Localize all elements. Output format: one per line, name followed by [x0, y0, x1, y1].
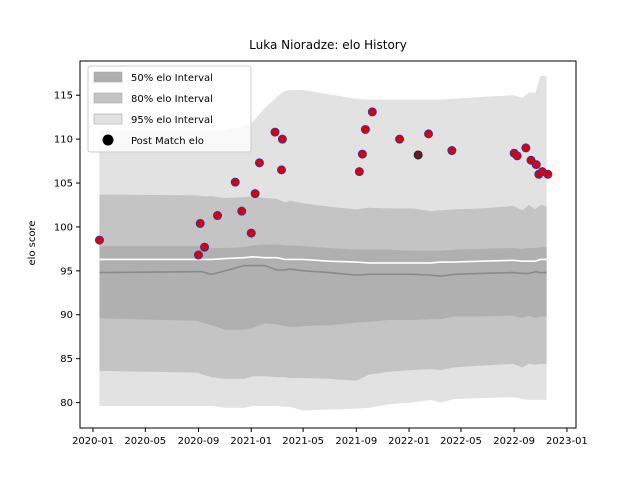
post-match-elo-point — [357, 149, 367, 159]
post-match-elo-point — [237, 206, 247, 216]
x-tick-label: 2022-05 — [440, 436, 482, 447]
y-tick-label: 90 — [60, 310, 73, 321]
post-match-elo-point — [213, 211, 223, 221]
post-match-elo-point — [193, 250, 203, 260]
y-tick-label: 80 — [60, 398, 73, 409]
x-tick-label: 2023-01 — [546, 436, 588, 447]
x-tick-label: 2021-09 — [335, 436, 377, 447]
y-tick-label: 100 — [54, 222, 73, 233]
legend-label: 95% elo Interval — [131, 115, 213, 126]
legend-label: 80% elo Interval — [131, 94, 213, 105]
post-match-elo-point — [254, 158, 264, 168]
band-50-interval — [99, 244, 547, 330]
plot-frame — [79, 60, 577, 429]
legend-marker-post-match — [102, 134, 114, 146]
x-tick-label: 2022-01 — [388, 436, 430, 447]
y-tick-label: 95 — [60, 266, 73, 277]
axes: 2020-01 2020-05 2020-09 2021-01 2021-05 2021-… — [54, 60, 588, 447]
post-match-elo-point — [395, 134, 405, 144]
post-match-elo-point — [360, 124, 370, 134]
x-tick-label: 2022-09 — [493, 436, 535, 447]
post-match-elo-point — [277, 165, 287, 175]
post-match-elo-point — [367, 107, 377, 117]
post-match-elo-point — [354, 167, 364, 177]
legend-label: Post Match elo — [131, 136, 204, 147]
plot-area — [94, 75, 553, 411]
post-match-elo-point — [246, 228, 256, 238]
post-match-elo-point — [250, 189, 260, 199]
post-match-elo-point — [94, 235, 104, 245]
post-match-elo-point — [512, 151, 522, 161]
post-match-elo-point — [195, 218, 205, 228]
median-line — [99, 264, 547, 277]
legend-swatch-50 — [93, 71, 123, 83]
legend-label: 50% elo Interval — [131, 73, 213, 84]
legend-swatch-95 — [93, 113, 123, 125]
x-tick-label: 2020-01 — [72, 436, 114, 447]
y-tick-label: 105 — [54, 179, 73, 190]
x-tick-label: 2021-01 — [230, 436, 272, 447]
post-match-elo-point — [424, 129, 434, 139]
post-match-elo-point — [200, 242, 210, 252]
legend: 50% elo Interval 80% elo Interval 95% elo … — [87, 65, 252, 153]
post-match-elo-point — [531, 160, 541, 170]
x-tick-label: 2021-05 — [282, 436, 324, 447]
chart-title: Luka Nioradze: elo History — [249, 38, 407, 52]
post-match-elo-point — [230, 177, 240, 187]
post-match-elo-point — [270, 127, 280, 137]
y-tick-label: 85 — [60, 354, 73, 365]
legend-swatch-80 — [93, 92, 123, 104]
post-match-elo-point — [413, 150, 423, 160]
x-tick-label: 2020-05 — [124, 436, 166, 447]
x-tick-label: 2020-09 — [178, 436, 220, 447]
mean-line — [99, 255, 547, 264]
post-match-elo-point — [543, 169, 553, 179]
legend-box — [87, 65, 252, 153]
post-match-elo-point — [447, 146, 457, 156]
y-axis-label: elo score — [27, 220, 38, 265]
y-tick-label: 115 — [54, 91, 73, 102]
post-match-elo-point — [277, 134, 287, 144]
y-tick-label: 110 — [54, 135, 73, 146]
post-match-elo-point — [521, 143, 531, 153]
